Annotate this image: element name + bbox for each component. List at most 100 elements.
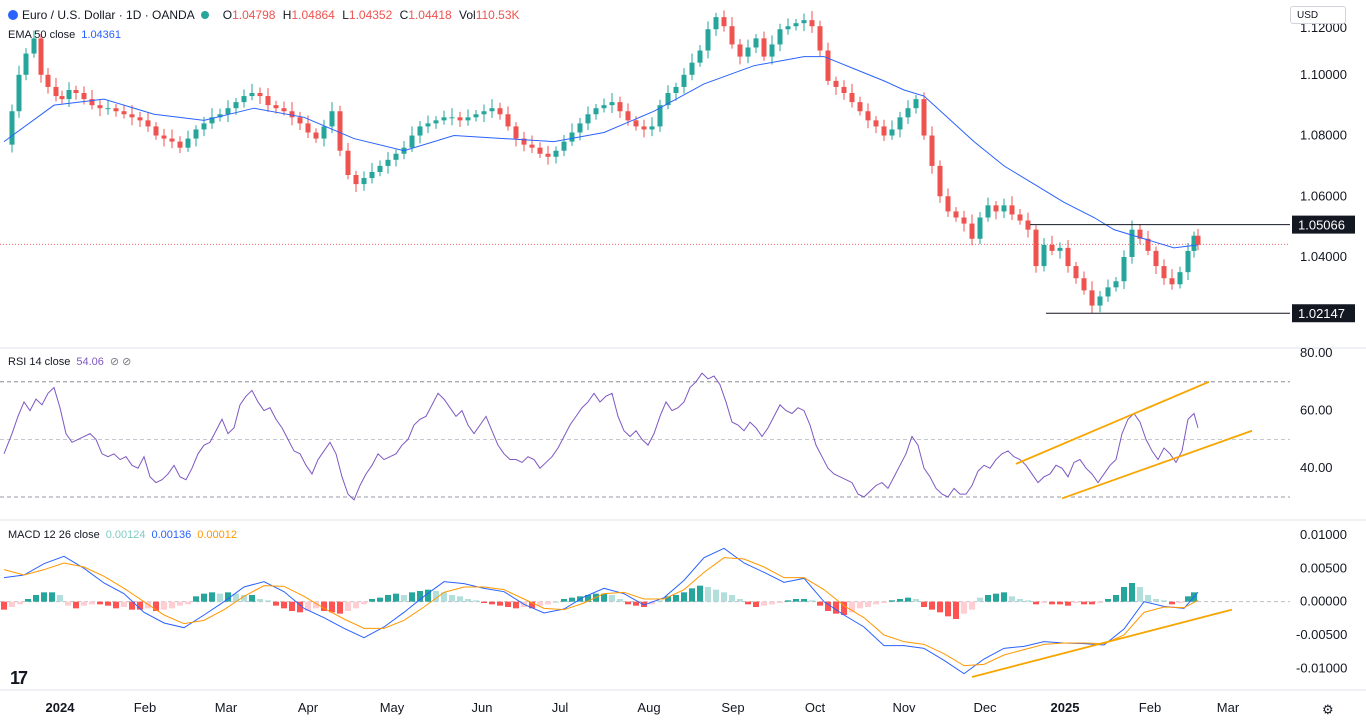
macd-histogram-bar	[985, 595, 991, 602]
open-key: O	[222, 8, 233, 22]
candle-body	[1191, 235, 1197, 251]
macd-histogram-bar	[713, 589, 719, 602]
macd-histogram-bar	[457, 596, 463, 602]
macd-histogram-bar	[441, 592, 447, 602]
candle-body	[985, 205, 991, 218]
macd-histogram-bar	[289, 601, 295, 611]
macd-histogram-bar	[633, 601, 639, 606]
ema-legend[interactable]: EMA 50 close 1.04361	[8, 29, 127, 41]
macd-histogram-bar	[961, 601, 967, 614]
macd-histogram-bar	[185, 601, 191, 605]
macd-histogram-bar	[57, 595, 63, 602]
candle-body	[305, 123, 311, 133]
candle-body	[1113, 281, 1119, 288]
macd-histogram-bar	[393, 593, 399, 602]
candle-body	[561, 141, 567, 151]
macd-line-value: 0.00136	[151, 529, 192, 541]
macd-histogram-bar	[1185, 596, 1191, 602]
candle-body	[209, 117, 215, 124]
candle-body	[817, 26, 823, 51]
candle-body	[1001, 205, 1007, 212]
macd-histogram-bar	[537, 601, 543, 606]
macd-histogram-bar	[321, 601, 327, 611]
candle-body	[353, 175, 359, 185]
macd-signal-line	[3, 557, 1199, 667]
macd-histogram-bar	[689, 588, 695, 602]
macd-histogram-bar	[89, 601, 95, 605]
macd-histogram-bar	[409, 592, 415, 602]
time-tick-label: Jun	[472, 700, 493, 715]
symbol-title[interactable]: Euro / U.S. Dollar · 1D · OANDA	[22, 8, 195, 22]
vol-key: Vol	[459, 8, 476, 22]
macd-histogram-bar	[65, 601, 71, 606]
open-value: 1.04798	[232, 8, 276, 22]
rsi-value: 54.06	[76, 356, 104, 368]
candle-body	[59, 96, 65, 100]
rsi-pane	[0, 372, 1290, 501]
candle-body	[97, 105, 103, 109]
macd-histogram-bar	[401, 595, 407, 602]
price-level-tag-box	[1292, 215, 1355, 234]
gear-icon[interactable]: ⚙	[1322, 702, 1334, 717]
macd-histogram-bar	[553, 601, 559, 603]
macd-histogram-bar	[841, 601, 847, 615]
candle-body	[777, 29, 783, 45]
candle-body	[681, 74, 687, 87]
candle-body	[1121, 256, 1127, 282]
rsi-hidden-icons[interactable]: ⊘ ⊘	[109, 356, 132, 368]
candle-body	[265, 96, 271, 106]
candle-body	[1017, 214, 1023, 221]
time-tick-label: May	[380, 700, 405, 715]
macd-histogram-bar	[1121, 587, 1127, 602]
macd-histogram-bar	[1, 601, 7, 610]
candle-body	[1073, 266, 1079, 279]
candle-body	[593, 108, 599, 115]
candle-body	[945, 196, 951, 212]
rsi-lower-trendline	[1061, 429, 1253, 500]
macd-legend[interactable]: MACD 12 26 close 0.00124 0.00136 0.00012	[8, 529, 243, 541]
candle-body	[281, 108, 287, 112]
candle-body	[953, 211, 959, 218]
time-tick-label: Feb	[1139, 700, 1161, 715]
macd-histogram-bar	[9, 601, 15, 607]
candle-body	[737, 44, 743, 57]
candle-body	[9, 111, 15, 145]
macd-histogram-bar	[777, 601, 783, 603]
macd-histogram-bar	[345, 601, 351, 611]
candle-body	[89, 99, 95, 106]
candle-body	[969, 223, 975, 239]
candle-body	[761, 38, 767, 57]
rsi-line	[3, 372, 1199, 501]
macd-histogram-bar	[929, 601, 935, 610]
macd-histogram-bar	[297, 601, 303, 613]
macd-histogram-bar	[233, 593, 239, 602]
rsi-legend[interactable]: RSI 14 close 54.06 ⊘ ⊘	[8, 355, 137, 368]
candle-body	[137, 117, 143, 121]
candle-body	[721, 17, 727, 27]
candle-body	[161, 135, 167, 139]
macd-histogram-bar	[177, 601, 183, 606]
candle-body	[465, 117, 471, 121]
candle-body	[513, 126, 519, 139]
macd-histogram-bar	[25, 599, 31, 602]
macd-tick-label: 0.00500	[1300, 560, 1347, 575]
candle-body	[809, 20, 815, 27]
candle-body	[481, 111, 487, 115]
candle-body	[1105, 287, 1111, 297]
candle-body	[473, 114, 479, 118]
candle-body	[745, 47, 751, 57]
candle-body	[66, 89, 72, 100]
candle-body	[1161, 266, 1167, 279]
currency-select[interactable]: USD	[1290, 6, 1346, 24]
time-tick-label: Nov	[892, 700, 916, 715]
candle-body	[521, 138, 527, 145]
macd-histogram-bar	[161, 601, 167, 610]
candle-body	[665, 93, 671, 106]
macd-histogram-bar	[617, 599, 623, 602]
candle-body	[105, 108, 111, 110]
candle-body	[329, 111, 335, 127]
macd-histogram-bar	[225, 592, 231, 602]
candle-body	[601, 105, 607, 109]
candle-body	[577, 123, 583, 133]
